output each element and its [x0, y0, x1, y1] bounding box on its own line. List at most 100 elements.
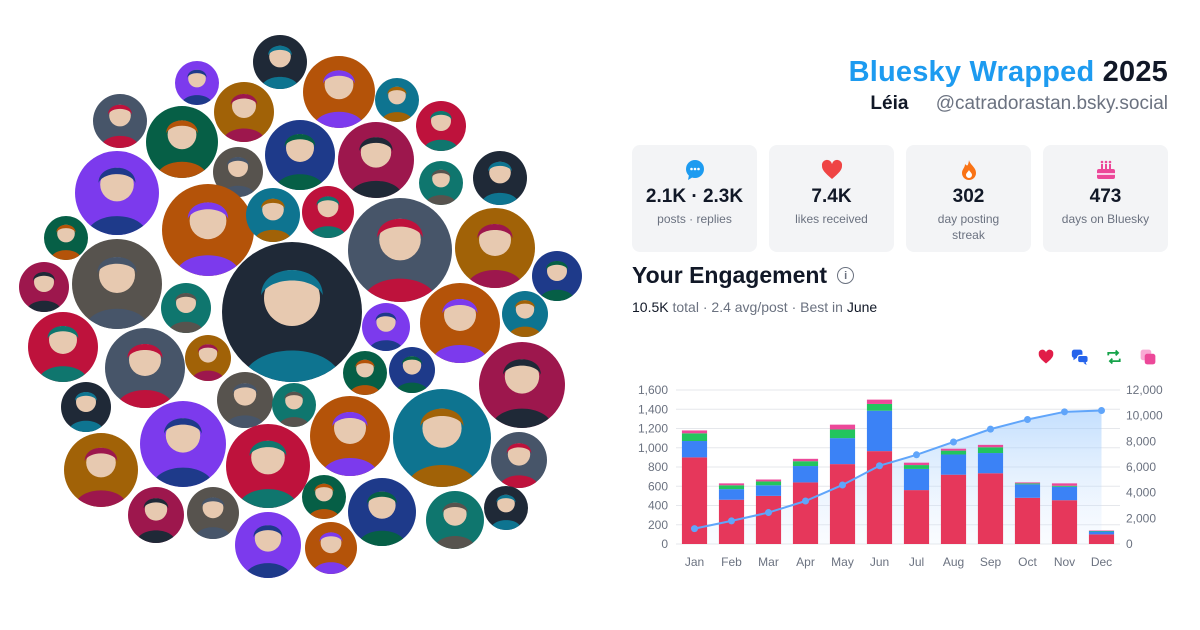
bar-segment [940, 474, 967, 544]
avatar[interactable] [455, 208, 535, 288]
avatar[interactable] [162, 184, 254, 276]
avatar[interactable] [375, 78, 419, 122]
avatar[interactable] [246, 188, 300, 242]
avatar[interactable] [75, 151, 159, 235]
avatar[interactable] [416, 101, 466, 151]
bar-segment [977, 447, 1004, 454]
engagement-best-month: June [846, 299, 878, 315]
avatar[interactable] [214, 82, 274, 142]
avatar[interactable] [93, 94, 147, 148]
bar-segment [829, 429, 856, 439]
cumulative-point [802, 497, 809, 505]
y-tick-label-left: 1,400 [638, 402, 668, 416]
avatar[interactable] [343, 351, 387, 395]
avatar[interactable] [348, 198, 452, 302]
avatar[interactable] [389, 347, 435, 393]
avatar[interactable] [272, 383, 316, 427]
avatar[interactable] [479, 342, 565, 428]
avatar[interactable] [61, 382, 111, 432]
avatar[interactable] [187, 487, 239, 539]
avatar[interactable] [185, 335, 231, 381]
avatar[interactable] [310, 396, 390, 476]
y-tick-label-left: 400 [648, 499, 668, 513]
y-tick-label-left: 1,200 [638, 422, 668, 436]
avatar[interactable] [146, 106, 218, 178]
avatar[interactable] [28, 312, 98, 382]
user-line: Léia @catradorastan.bsky.social [849, 93, 1168, 115]
avatar[interactable] [226, 424, 310, 508]
avatar[interactable] [235, 512, 301, 578]
bar-segment [792, 458, 819, 462]
bar-segment [755, 485, 782, 496]
y-tick-label-right: 0 [1126, 537, 1133, 551]
legend-replies-reply-icon[interactable] [1070, 347, 1090, 367]
legend-likes-heart-icon[interactable] [1036, 347, 1056, 367]
y-tick-label-left: 0 [661, 537, 668, 551]
avatar[interactable] [338, 122, 414, 198]
avatar[interactable] [502, 291, 548, 337]
bar-segment [829, 424, 856, 430]
y-tick-label-right: 10,000 [1126, 409, 1163, 423]
bar-segment [718, 489, 745, 500]
legend-reposts-repost-icon[interactable] [1104, 347, 1124, 367]
stat-value: 2.1K · 2.3K [645, 186, 744, 207]
avatar[interactable] [419, 161, 463, 205]
avatar[interactable] [302, 186, 354, 238]
stat-label: day posting streak [937, 212, 1000, 242]
avatar[interactable] [426, 491, 484, 549]
page-title: Bluesky Wrapped 2025 [849, 56, 1168, 89]
avatar[interactable] [105, 328, 185, 408]
legend-quotes-quote-icon[interactable] [1138, 347, 1158, 367]
bar-segment [1051, 485, 1078, 487]
avatar[interactable] [217, 372, 273, 428]
bar-segment [903, 465, 930, 469]
avatar[interactable] [473, 151, 527, 205]
user-handle[interactable]: @catradorastan.bsky.social [935, 93, 1168, 114]
avatar[interactable] [393, 389, 491, 487]
bar-segment [792, 482, 819, 544]
bar-segment [792, 461, 819, 467]
cumulative-point [728, 517, 735, 525]
engagement-best-label: Best in [800, 299, 843, 315]
avatar[interactable] [491, 432, 547, 488]
avatar[interactable] [302, 475, 346, 519]
avatar[interactable] [305, 522, 357, 574]
avatar[interactable] [303, 56, 375, 128]
info-icon[interactable]: i [837, 267, 855, 284]
x-tick-label: Mar [758, 555, 779, 569]
separator: · [702, 299, 708, 315]
cumulative-point [950, 438, 957, 446]
avatar[interactable] [161, 283, 211, 333]
bar-segment [755, 479, 782, 482]
stat-card-likes: 7.4K likes received [769, 145, 894, 252]
stat-value: 7.4K [811, 186, 852, 207]
avatar[interactable] [362, 303, 410, 351]
avatar[interactable] [175, 61, 219, 105]
avatar[interactable] [222, 242, 362, 382]
avatar[interactable] [265, 120, 335, 190]
stat-card-days: 473 days on Bluesky [1043, 145, 1168, 252]
engagement-title: Your Engagement i [632, 262, 855, 289]
separator: · [791, 299, 797, 315]
avatar[interactable] [44, 216, 88, 260]
cumulative-point [876, 462, 883, 470]
avatar[interactable] [140, 401, 226, 487]
y-tick-label-left: 1,000 [638, 441, 668, 455]
x-tick-label: Feb [721, 555, 742, 569]
bar-segment [866, 410, 893, 452]
x-tick-label: Aug [943, 555, 964, 569]
avatar[interactable] [72, 239, 162, 329]
avatar[interactable] [484, 486, 528, 530]
cake-icon [1043, 159, 1168, 181]
avatar[interactable] [253, 35, 307, 89]
avatar[interactable] [348, 478, 416, 546]
avatar[interactable] [128, 487, 184, 543]
avatar[interactable] [19, 262, 69, 312]
cumulative-point [765, 509, 772, 517]
stat-label: posts · replies [657, 212, 732, 226]
x-tick-label: Jun [870, 555, 889, 569]
avatar[interactable] [64, 433, 138, 507]
avatar[interactable] [532, 251, 582, 301]
avatar[interactable] [420, 283, 500, 363]
bar-segment [903, 462, 930, 466]
